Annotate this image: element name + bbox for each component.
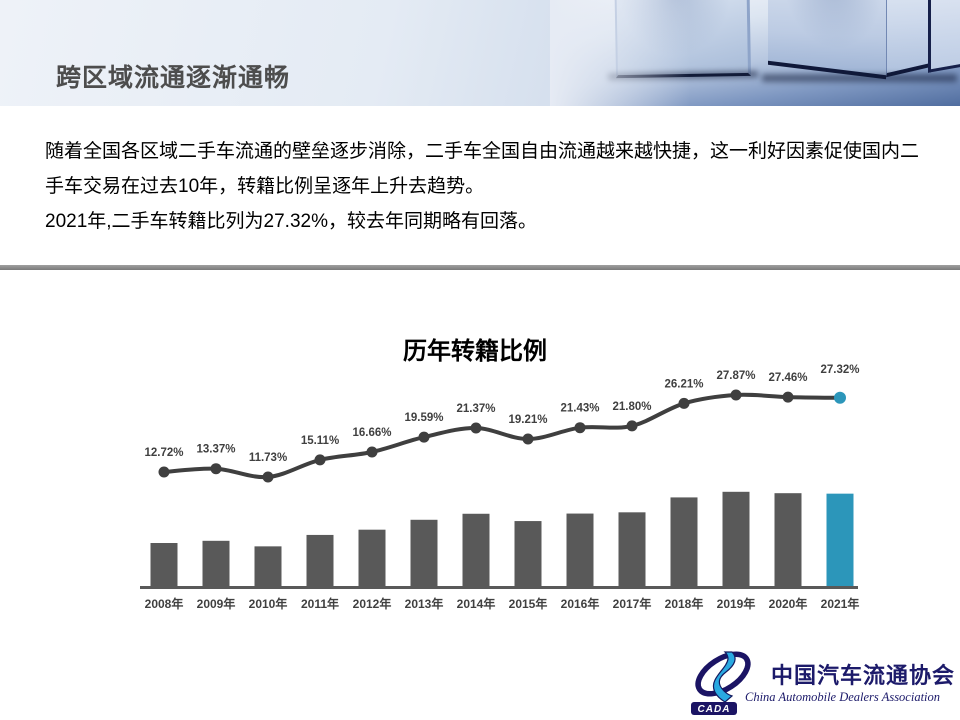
data-label-2012年: 16.66% (352, 427, 391, 439)
cubes-photo (550, 0, 960, 106)
data-label-2013年: 19.59% (404, 412, 443, 424)
logo-acronym-box (691, 702, 737, 715)
page-title: 跨区域流通逐渐通畅 (56, 63, 291, 92)
marker-2011年 (314, 454, 326, 466)
x-label-2018年: 2018年 (665, 596, 704, 611)
bar-2011年 (306, 534, 334, 586)
bar-2015年 (514, 521, 542, 586)
x-label-2017年: 2017年 (613, 596, 652, 611)
logo-name-en: China Automobile Dealers Association (745, 690, 941, 704)
marker-2019年 (730, 389, 742, 401)
bar-2019年 (722, 491, 750, 586)
data-label-2010年: 11.73% (249, 452, 287, 464)
data-label-2009年: 13.37% (196, 444, 235, 456)
data-label-2015年: 19.21% (508, 414, 547, 426)
bar-2010年 (254, 546, 282, 586)
bar-2014年 (462, 513, 490, 586)
section-divider (0, 265, 960, 270)
cada-logo: CADA 中国汽车流通协会 China Automobile Dealers A… (685, 650, 960, 718)
logo-ellipse-icon (695, 651, 751, 697)
bar-2009年 (202, 540, 230, 586)
marker-2017年 (626, 420, 638, 432)
x-label-2010年: 2010年 (249, 596, 288, 611)
data-label-2019年: 27.87% (716, 370, 755, 382)
logo-name-zh: 中国汽车流通协会 (771, 663, 956, 688)
logo-acronym: CADA (698, 704, 731, 715)
cube-3 (928, 0, 960, 73)
cube-2-front (768, 0, 886, 80)
marker-2012年 (366, 446, 378, 458)
marker-2016年 (574, 422, 586, 434)
data-label-2014年: 21.37% (456, 403, 495, 415)
x-label-2008年: 2008年 (145, 596, 184, 611)
x-label-2014年: 2014年 (457, 596, 496, 611)
trend-line (162, 392, 842, 480)
x-label-2015年: 2015年 (509, 596, 548, 611)
data-label-2016年: 21.43% (560, 403, 599, 415)
x-label-2016年: 2016年 (561, 596, 600, 611)
chart-title: 历年转籍比例 (403, 338, 547, 365)
paragraph-2: 2021年,二手车转籍比列为27.32%，较去年同期略有回落。 (45, 211, 537, 232)
cube-2-shadow (762, 74, 957, 82)
bar-2020年 (774, 493, 802, 586)
marker-2009年 (210, 463, 222, 475)
marker-2010年 (262, 471, 274, 483)
bar-2008年 (150, 543, 178, 586)
bar-2016年 (566, 513, 594, 586)
data-label-2008年: 12.72% (144, 447, 183, 459)
bar-2017年 (618, 512, 646, 586)
cada-logo-mark: CADA (691, 651, 751, 715)
bar-2018年 (670, 497, 698, 586)
x-axis-line (140, 586, 858, 589)
bar-2013年 (410, 519, 438, 586)
marker-2015年 (522, 433, 534, 445)
photo-left-fade (550, 0, 690, 106)
x-label-2012年: 2012年 (353, 596, 392, 611)
marker-2018年 (678, 397, 690, 409)
marker-2021年 (834, 391, 846, 404)
body-text: 随着全国各区域二手车流通的壁垒逐步消除，二手车全国自由流通越来越快捷，这一利好因… (45, 134, 927, 239)
marker-2014年 (470, 422, 482, 434)
x-label-2019年: 2019年 (717, 596, 756, 611)
marker-2020年 (782, 391, 794, 403)
x-label-2009年: 2009年 (197, 596, 236, 611)
paragraph-1: 随着全国各区域二手车流通的壁垒逐步消除，二手车全国自由流通越来越快捷，这一利好因… (45, 141, 920, 197)
x-label-2021年: 2021年 (821, 596, 860, 611)
bar-2012年 (358, 529, 386, 586)
x-label-2011年: 2011年 (301, 596, 339, 611)
x-label-2013年: 2013年 (405, 596, 444, 611)
data-label-2018年: 26.21% (664, 378, 703, 390)
data-label-2021年: 27.32% (820, 364, 859, 376)
marker-2013年 (418, 431, 430, 443)
data-label-2011年: 15.11% (301, 435, 339, 447)
slide-header (0, 0, 960, 106)
bar-2021年 (826, 493, 854, 586)
transfer-ratio-chart: 2008年 2009年 2010年 2011年 2012年 2013年 2014年 2015年… (140, 364, 860, 611)
x-label-2020年: 2020年 (769, 596, 808, 611)
data-label-2020年: 27.46% (768, 372, 807, 384)
marker-2008年 (158, 466, 170, 478)
data-label-2017年: 21.80% (612, 401, 651, 413)
